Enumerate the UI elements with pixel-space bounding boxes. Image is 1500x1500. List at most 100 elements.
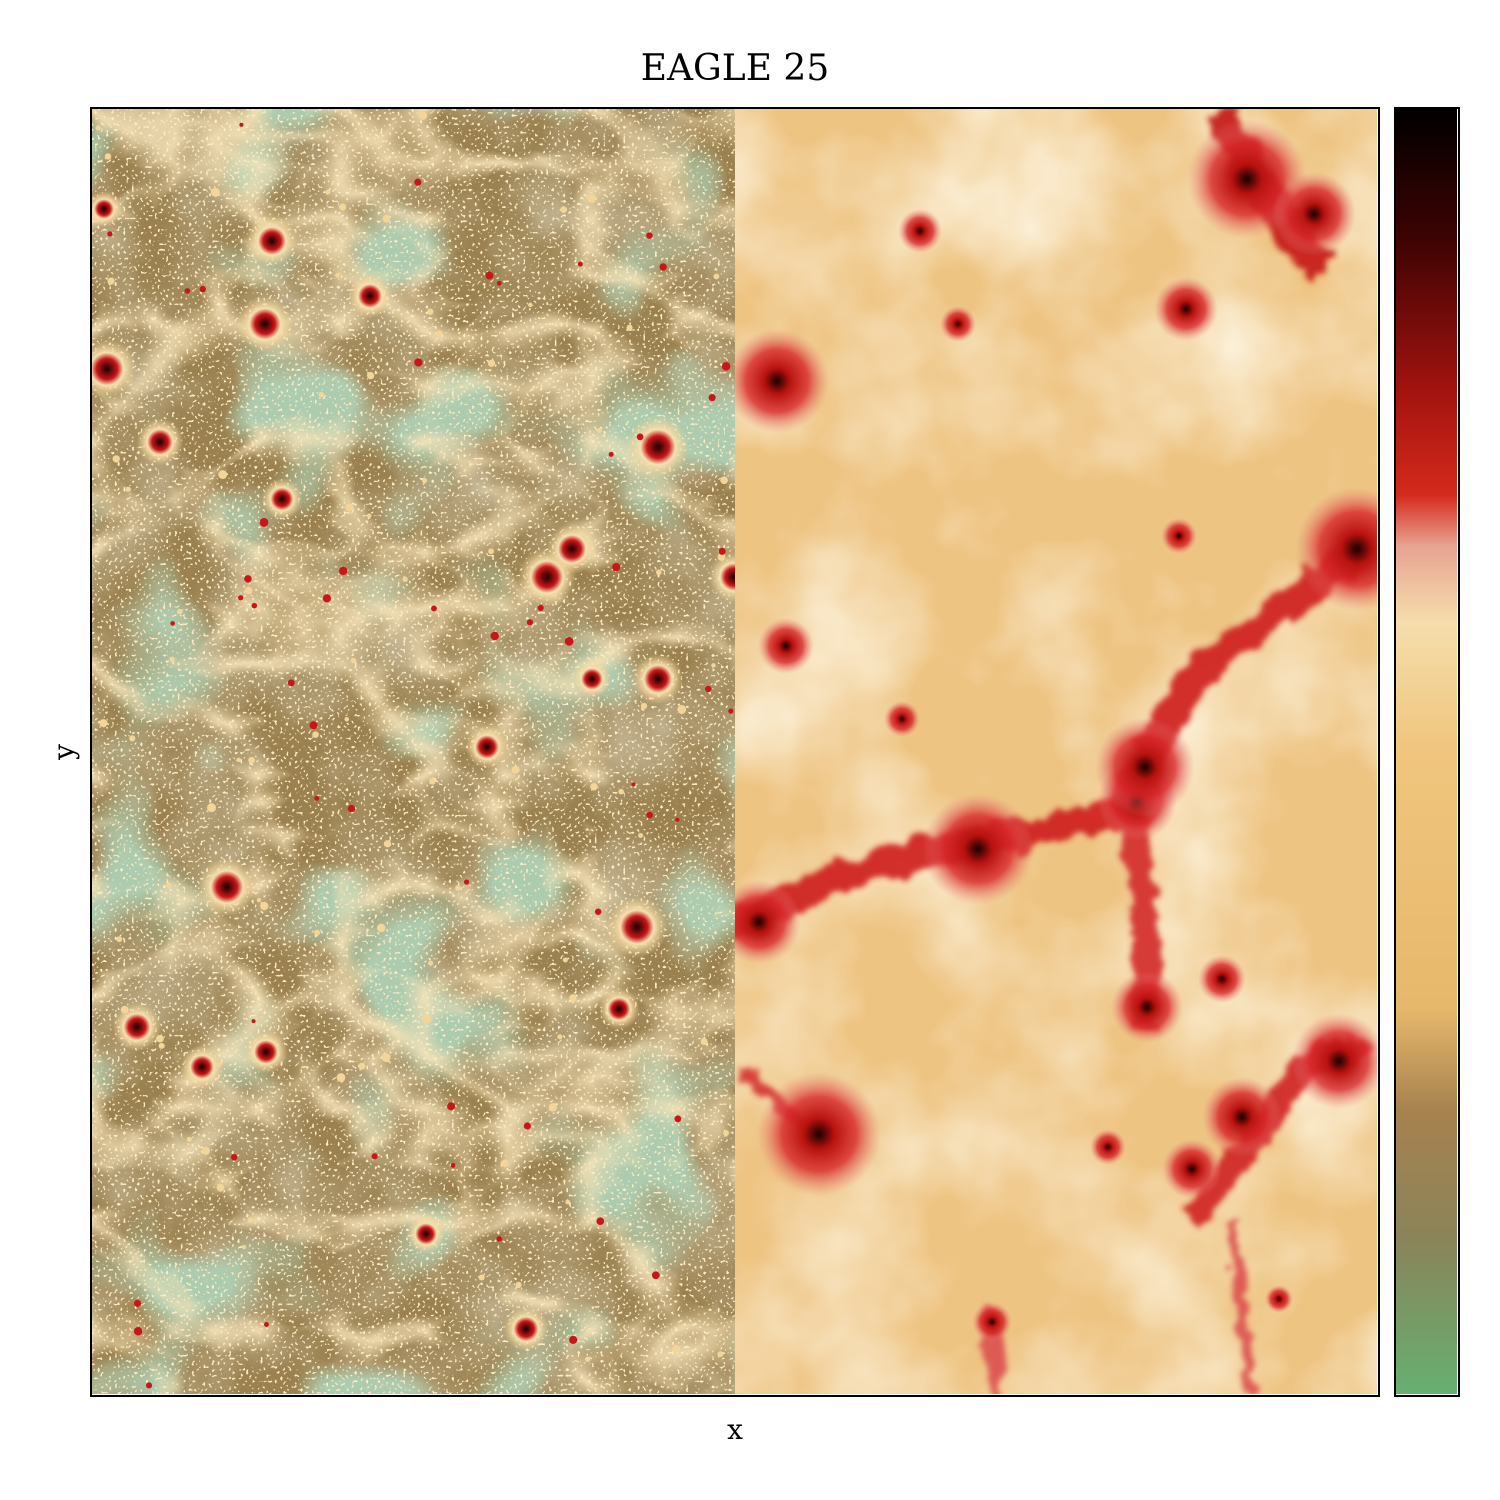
halo-blob (735, 880, 801, 964)
halo-speck (165, 882, 172, 889)
halo-speck (429, 778, 436, 785)
halo-speck (705, 685, 712, 693)
halo-speck (478, 1274, 485, 1281)
halo-speck (371, 1153, 378, 1160)
halo-speck (414, 178, 422, 186)
halo-speck (95, 125, 101, 131)
halo-dot (598, 988, 640, 1030)
halo-dot (546, 523, 598, 575)
halo-speck (116, 936, 123, 943)
halo-speck (264, 1322, 269, 1327)
halo-speck (382, 214, 391, 223)
halo-speck (590, 783, 598, 791)
halo-dot (465, 725, 509, 769)
halo-speck (584, 1356, 591, 1362)
halo-blob (735, 329, 829, 433)
halo-speck (215, 1061, 222, 1068)
halo-speck (560, 206, 568, 214)
halo-dot (136, 418, 184, 466)
density-map (90, 107, 1380, 1397)
halo-speck (287, 679, 295, 687)
halo-speck (218, 470, 228, 480)
halo-speck (447, 1102, 456, 1111)
halo-speck (717, 553, 726, 561)
halo-speck (120, 1005, 129, 1014)
halo-speck (463, 879, 470, 885)
halo-blob (758, 618, 814, 674)
halo-dot (503, 1306, 549, 1352)
halo-speck (523, 1122, 531, 1130)
halo-speck (358, 1062, 366, 1070)
halo-blob (1295, 487, 1377, 611)
y-axis-label: y (47, 744, 81, 760)
halo-blob (972, 1302, 1012, 1342)
halo-speck (618, 788, 624, 795)
halo-dot (244, 1030, 288, 1074)
halo-speck (430, 605, 437, 612)
halo-dot (92, 339, 137, 399)
right-panel (735, 109, 1377, 1394)
halo-speck (125, 486, 131, 492)
halo-speck (501, 1159, 509, 1167)
halo-speck (711, 663, 716, 668)
halo-speck (381, 1053, 391, 1062)
halo-speck (717, 1351, 724, 1358)
halo-speck (156, 1034, 164, 1043)
halo-speck (414, 358, 423, 367)
halo-speck (133, 1299, 142, 1307)
halo-speck (376, 923, 386, 933)
halo-speck (251, 1019, 256, 1024)
halo-speck (339, 566, 348, 576)
halo-blob (1090, 1129, 1126, 1165)
halo-speck (631, 782, 636, 787)
halo-speck (496, 1236, 503, 1242)
halo-dot (261, 478, 303, 520)
halo-speck (248, 756, 255, 764)
colorbar-gradient (1396, 109, 1457, 1394)
halo-speck (347, 804, 356, 813)
halo-speck (230, 1154, 238, 1161)
halo-speck (646, 232, 653, 239)
halo-blob (1161, 518, 1197, 554)
halo-dot (112, 1002, 162, 1052)
halo-dot (406, 1214, 446, 1254)
halo-speck (336, 1073, 346, 1082)
halo-speck (672, 1344, 681, 1353)
halo-speck (640, 702, 648, 710)
halo-speck (314, 795, 320, 801)
halo-speck (638, 833, 644, 839)
halo-speck (260, 901, 269, 911)
halo-dot (606, 896, 668, 958)
halo-speck (427, 308, 434, 315)
halo-speck (239, 122, 244, 127)
halo-speck (565, 1199, 571, 1205)
halo-speck (612, 562, 621, 572)
halo-blob (940, 306, 976, 342)
halo-speck (675, 817, 680, 823)
halo-dot (348, 274, 392, 318)
halo-speck (339, 203, 347, 211)
halo-speck (487, 359, 496, 367)
halo-speck (708, 394, 716, 402)
halo-speck (537, 604, 544, 612)
halo-speck (241, 1244, 247, 1250)
halo-speck (107, 277, 115, 285)
halo-speck (176, 608, 183, 615)
halo-speck (564, 636, 574, 646)
halo-speck (656, 569, 662, 576)
left-panel (92, 109, 735, 1394)
halo-speck (238, 595, 244, 601)
halo-speck (721, 362, 731, 371)
halo-dot (246, 215, 298, 267)
halo-speck (104, 153, 112, 160)
halo-speck (402, 576, 408, 583)
halo-speck (596, 1217, 605, 1226)
halo-blob (1198, 955, 1246, 1003)
halo-speck (422, 478, 428, 484)
halo-blob (1095, 717, 1195, 817)
halo-speck (636, 433, 644, 441)
halo-speck (528, 302, 533, 308)
halo-speck (577, 261, 583, 267)
halo-speck (548, 1103, 558, 1112)
halo-speck (713, 273, 720, 280)
